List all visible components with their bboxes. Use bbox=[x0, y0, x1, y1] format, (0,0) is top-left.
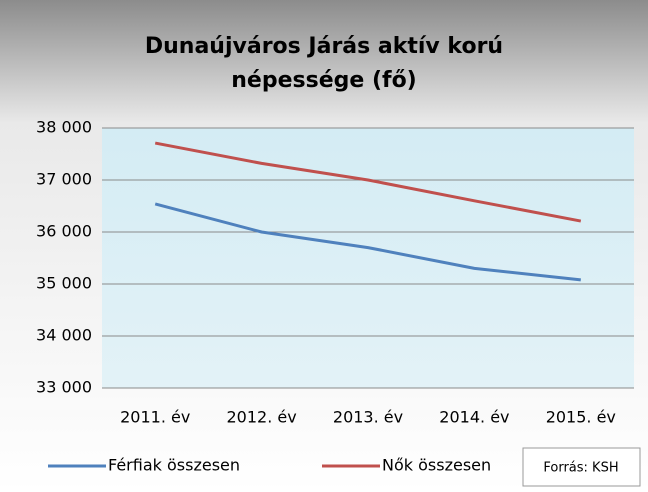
series-line bbox=[154, 202, 581, 282]
series-line bbox=[154, 141, 582, 223]
source-box bbox=[522, 447, 641, 487]
plot-area bbox=[102, 128, 634, 388]
y-tick-label: 35 000 bbox=[36, 274, 92, 293]
x-tick-label: 2012. év bbox=[226, 408, 296, 427]
source-note: Forrás: KSH bbox=[543, 461, 618, 476]
chart-title: Dunaújváros Járás aktív korú népessége (… bbox=[144, 34, 504, 93]
y-tick-label: 33 000 bbox=[36, 378, 92, 397]
y-tick-label: 37 000 bbox=[36, 170, 92, 189]
y-tick-label: 38 000 bbox=[36, 118, 92, 137]
y-tick-label: 36 000 bbox=[36, 222, 92, 241]
x-tick-label: 2014. év bbox=[439, 408, 509, 427]
y-tick-label: 34 000 bbox=[36, 326, 92, 345]
legend-label: Nők összesen bbox=[382, 456, 491, 475]
x-tick-label: 2011. év bbox=[120, 408, 190, 427]
legend-label: Férfiak összesen bbox=[108, 456, 240, 475]
x-tick-label: 2013. év bbox=[333, 408, 403, 427]
x-tick-label: 2015. év bbox=[546, 408, 616, 427]
